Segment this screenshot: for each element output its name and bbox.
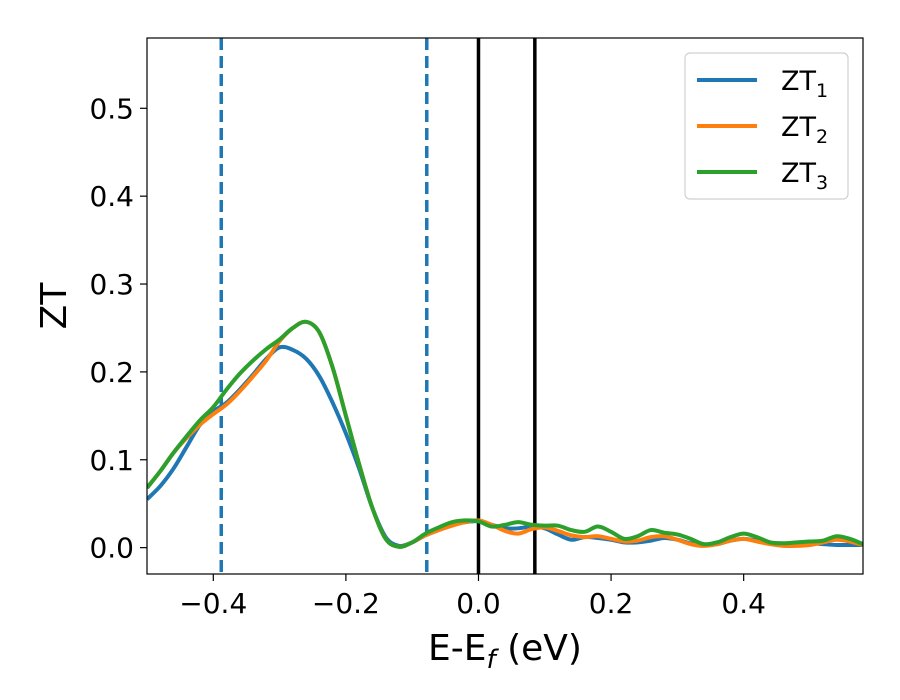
y-tick-label-4: 0.4 [89,180,134,213]
legend-label-zt1: ZT1 [781,66,828,102]
x-axis-label: E-Ef (eV) [428,628,582,675]
plot-frame [146,37,864,575]
legend-label-zt3: ZT3 [781,158,828,194]
y-tick-label-5: 0.5 [89,92,134,125]
legend-label-zt2: ZT2 [781,112,828,148]
y-tick-label-3: 0.3 [89,268,134,301]
y-axis-label: ZT [34,282,75,330]
reference-lines [219,38,537,574]
x-tick-label-0: −0.4 [179,587,247,620]
legend: ZT1 ZT2 ZT3 [684,52,849,200]
x-axis-ticks: −0.4 −0.2 0.0 0.2 0.4 [179,574,766,620]
x-tick-label-1: −0.2 [312,587,380,620]
series-lines [147,319,863,549]
series-line-zt2 [147,319,863,549]
x-tick-label-3: 0.2 [589,587,634,620]
x-tick-label-4: 0.4 [721,587,766,620]
y-tick-label-1: 0.1 [89,444,134,477]
y-tick-label-0: 0.0 [89,532,134,565]
x-tick-label-2: 0.0 [456,587,501,620]
series-line-zt3 [147,319,863,549]
y-tick-label-2: 0.2 [89,356,134,389]
legend-frame [684,52,849,200]
y-axis-ticks: 0.0 0.1 0.2 0.3 0.4 0.5 [89,92,147,565]
